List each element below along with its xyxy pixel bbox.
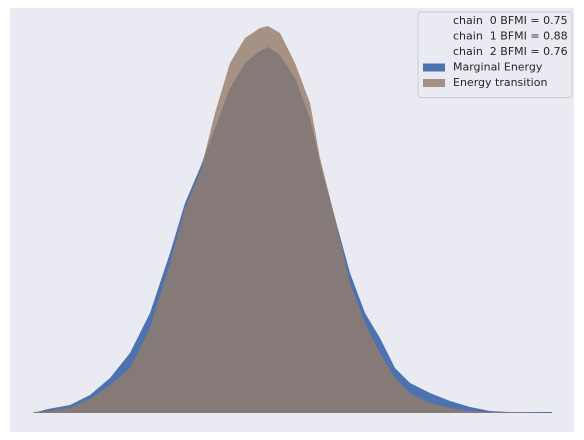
legend-swatch	[423, 79, 445, 87]
legend-label: chain 1 BFMI = 0.88	[453, 30, 568, 43]
legend-label: Marginal Energy	[453, 61, 543, 74]
legend-label: chain 0 BFMI = 0.75	[453, 14, 568, 27]
legend-label: Energy transition	[453, 76, 547, 89]
legend-swatch	[423, 63, 445, 72]
legend-label: chain 2 BFMI = 0.76	[453, 45, 568, 58]
legend-box	[417, 11, 573, 98]
density-area	[33, 26, 552, 413]
